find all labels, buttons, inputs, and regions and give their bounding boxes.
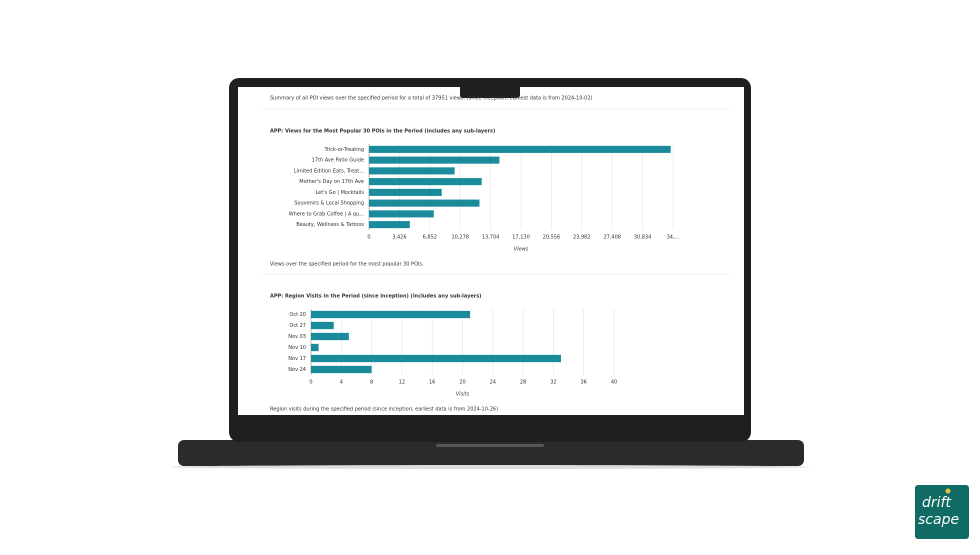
x-tick-label: 34,... bbox=[667, 235, 680, 241]
chart-caption: Views over the specified period for the … bbox=[270, 262, 424, 268]
x-axis-label: Visits bbox=[456, 392, 470, 398]
x-tick-label: 32 bbox=[550, 380, 556, 386]
bar bbox=[311, 321, 334, 330]
bar bbox=[311, 332, 349, 341]
x-tick-label: 30,834 bbox=[634, 235, 652, 241]
x-tick-label: 27,408 bbox=[603, 235, 621, 241]
x-tick-label: 0 bbox=[309, 380, 312, 386]
logo-box bbox=[915, 485, 969, 539]
y-tick-label: Beauty, Wellness & Tattoos bbox=[296, 222, 364, 228]
trackpad-notch bbox=[436, 444, 544, 447]
x-tick-label: 36 bbox=[581, 380, 587, 386]
x-axis-label: Views bbox=[514, 247, 529, 253]
y-tick-label: Limited Edition Eats, Treat... bbox=[294, 168, 365, 174]
y-tick-label: Nov 10 bbox=[288, 345, 306, 351]
bar bbox=[369, 145, 671, 153]
camera-notch bbox=[460, 84, 520, 98]
bar bbox=[369, 167, 455, 175]
x-tick-label: 10,278 bbox=[451, 235, 469, 241]
x-tick-label: 24 bbox=[490, 380, 496, 386]
bar bbox=[311, 365, 372, 374]
logo-text: scape bbox=[918, 512, 959, 528]
logo-text: drift bbox=[922, 495, 951, 511]
chart-title: APP: Region Visits in the Period (since … bbox=[270, 294, 481, 300]
x-tick-label: 28 bbox=[520, 380, 526, 386]
bar bbox=[369, 188, 442, 196]
y-tick-label: Nov 03 bbox=[288, 334, 306, 340]
x-tick-label: 6,852 bbox=[423, 235, 437, 241]
summary-text: Summary of all POI views over the specif… bbox=[270, 96, 593, 102]
x-tick-label: 16 bbox=[429, 380, 435, 386]
chart-caption: Region visits during the specified perio… bbox=[270, 407, 498, 413]
bar bbox=[369, 156, 500, 164]
x-tick-label: 20 bbox=[459, 380, 465, 386]
y-tick-label: 17th Ave Patio Guide bbox=[312, 158, 364, 164]
y-tick-label: Souvenirs & Local Shopping bbox=[294, 201, 364, 207]
x-tick-label: 12 bbox=[399, 380, 405, 386]
y-tick-label: Let's Go | Mocktails bbox=[315, 190, 364, 196]
y-tick-label: Where to Grab Coffee | A qu... bbox=[289, 211, 365, 217]
x-tick-label: 13,704 bbox=[482, 235, 500, 241]
laptop-base bbox=[178, 440, 804, 466]
shadow bbox=[170, 465, 810, 469]
x-tick-label: 17,130 bbox=[512, 235, 530, 241]
y-tick-label: Mother's Day on 17th Ave bbox=[299, 179, 364, 185]
chart-title: APP: Views for the Most Popular 30 POIs … bbox=[270, 129, 495, 135]
bar bbox=[369, 199, 480, 207]
bar bbox=[369, 210, 434, 218]
y-tick-label: Oct 27 bbox=[289, 323, 306, 329]
x-tick-label: 8 bbox=[370, 380, 373, 386]
y-tick-label: Nov 24 bbox=[288, 367, 306, 373]
bar bbox=[311, 310, 471, 319]
y-tick-label: Trick-or-Treating bbox=[323, 147, 364, 153]
y-tick-label: Oct 20 bbox=[289, 312, 306, 318]
bar bbox=[369, 178, 482, 186]
x-tick-label: 0 bbox=[367, 235, 370, 241]
x-tick-label: 20,556 bbox=[543, 235, 561, 241]
x-tick-label: 3,426 bbox=[392, 235, 406, 241]
screen bbox=[238, 87, 744, 415]
bar bbox=[311, 343, 319, 352]
x-tick-label: 23,982 bbox=[573, 235, 591, 241]
logo-pin bbox=[945, 488, 951, 494]
bar bbox=[311, 354, 561, 363]
bar bbox=[369, 221, 410, 229]
x-tick-label: 40 bbox=[611, 380, 617, 386]
y-tick-label: Nov 17 bbox=[288, 356, 306, 362]
x-tick-label: 4 bbox=[340, 380, 343, 386]
